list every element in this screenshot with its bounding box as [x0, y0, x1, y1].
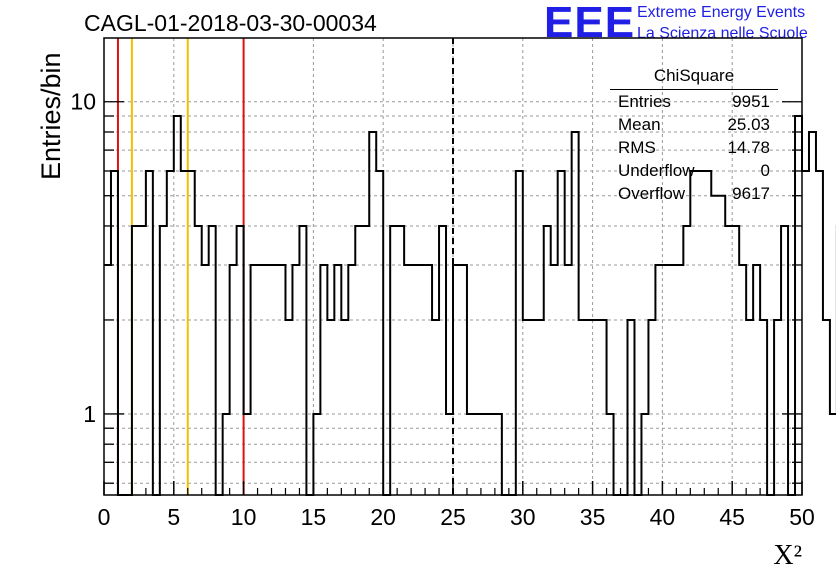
y-tick-labels: 1 10 — [70, 89, 96, 427]
x-tick-label: 40 — [650, 504, 676, 530]
x-tick-label: 35 — [580, 504, 606, 530]
stats-divider — [610, 89, 778, 90]
x-tick-label: 10 — [231, 504, 257, 530]
eee-logo-line1: Extreme Energy Events — [637, 4, 806, 21]
x-tick-labels: 0 5 10 15 20 25 30 35 40 45 50 — [98, 504, 815, 530]
y-tick-label: 10 — [70, 89, 96, 115]
stats-box: ChiSquare Entries 9951 Mean 25.03 RMS 14… — [610, 66, 778, 206]
stats-key: RMS — [618, 138, 656, 157]
stats-row-mean: Mean 25.03 — [618, 115, 778, 137]
stats-row-underflow: Underflow 0 — [618, 161, 778, 183]
x-tick-label: 30 — [510, 504, 536, 530]
stats-key: Overflow — [618, 184, 686, 203]
x-tick-label: 50 — [789, 504, 815, 530]
stats-value: 9617 — [732, 184, 770, 203]
x-tick-label: 25 — [440, 504, 466, 530]
stats-key: Entries — [618, 92, 671, 111]
x-tick-label: 5 — [167, 504, 180, 530]
y-tick-label: 1 — [83, 401, 96, 427]
x-tick-label: 0 — [98, 504, 111, 530]
stats-row-rms: RMS 14.78 — [618, 138, 778, 160]
stats-key: Underflow — [618, 161, 695, 180]
x-tick-label: 20 — [370, 504, 396, 530]
stats-title: ChiSquare — [653, 66, 735, 85]
axis-ticks — [103, 101, 803, 495]
stats-row-entries: Entries 9951 — [618, 92, 778, 114]
stats-value: 0 — [760, 161, 770, 180]
stats-value: 9951 — [732, 92, 770, 111]
x-tick-label: 45 — [719, 504, 745, 530]
stats-value: 25.03 — [727, 115, 770, 134]
stats-row-overflow: Overflow 9617 — [618, 184, 778, 206]
x-tick-label: 15 — [301, 504, 327, 530]
x-axis-label: X² — [773, 540, 802, 571]
chart-title: CAGL-01-2018-03-30-00034 — [84, 10, 377, 36]
stats-key: Mean — [618, 115, 661, 134]
stats-value: 14.78 — [727, 138, 770, 157]
histogram-line — [104, 115, 836, 496]
